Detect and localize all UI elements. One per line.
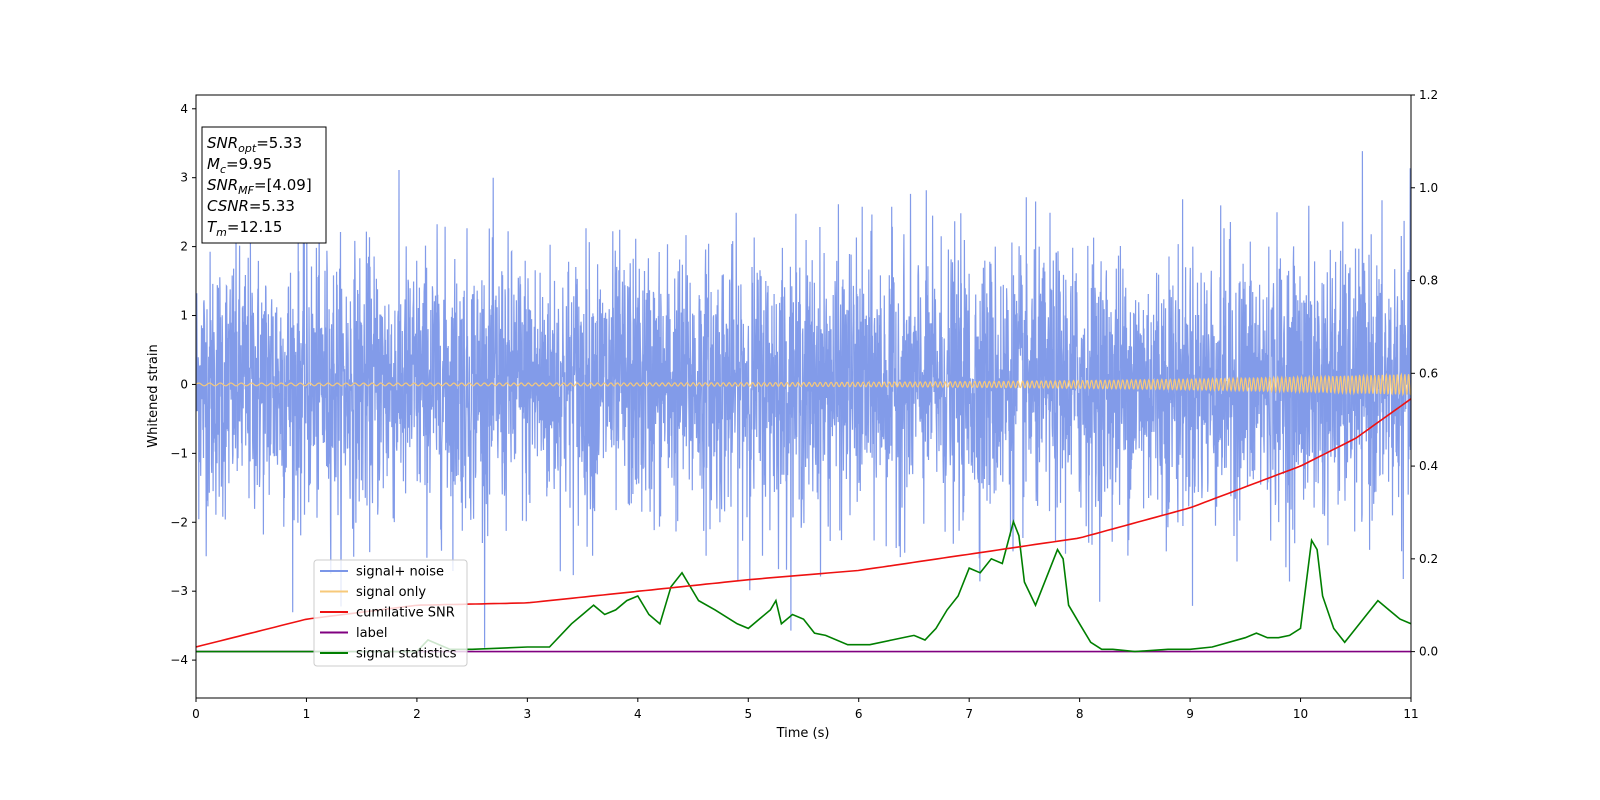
legend: signal+ noise signal only cumilative SNR la… [313,559,468,667]
y-tick-label: 0 [180,377,188,391]
legend-label: signal statistics [356,647,457,662]
x-tick-label: 9 [1186,707,1194,721]
legend-label: signal only [356,585,426,600]
signal-only-line [196,372,1411,397]
y-tick-label: −4 [170,653,188,667]
y2-tick-label: 0.6 [1419,366,1438,380]
annotation-line: Mc=9.95 [207,155,272,176]
y-tick-label: 1 [180,309,188,323]
y-axis-label: Whitened strain [146,344,161,447]
y-tick-label: −1 [170,446,188,460]
x-tick-label: 2 [413,707,421,721]
y2-tick-label: 0.0 [1419,645,1438,659]
x-tick-label: 8 [1076,707,1084,721]
y-tick-label: 4 [180,102,188,116]
x-tick-label: 6 [855,707,863,721]
y2-axis: 0.0 0.2 0.4 0.6 0.8 1.0 1.2 [1411,88,1438,659]
x-tick-label: 7 [965,707,973,721]
y2-tick-label: 0.2 [1419,552,1438,566]
legend-label: cumilative SNR [356,606,455,621]
y-tick-label: 2 [180,240,188,254]
legend-label: label [356,626,387,641]
annotation-line: Tm=12.15 [207,218,282,239]
y2-tick-label: 1.0 [1419,181,1438,195]
x-tick-label: 0 [192,707,200,721]
annotation-line: CSNR=5.33 [207,197,295,215]
y2-tick-label: 0.8 [1419,274,1438,288]
y-tick-label: 3 [180,171,188,185]
x-tick-label: 11 [1403,707,1418,721]
x-tick-label: 3 [524,707,532,721]
signal-noise-line [196,151,1411,648]
y2-tick-label: 0.4 [1419,459,1438,473]
y-tick-label: −3 [170,584,188,598]
y-axis: −4 −3 −2 −1 0 1 2 3 4 [170,102,196,667]
x-tick-label: 1 [303,707,311,721]
signal-statistics-line [196,519,1411,653]
series-signal-only [196,372,1411,397]
series-signal-noise [196,151,1411,648]
annotation-line: SNRMF=[4.09] [207,176,312,197]
y2-tick-label: 1.2 [1419,88,1438,102]
plot-frame [195,94,1412,699]
x-axis: 0 1 2 3 4 5 6 7 8 9 10 11 [192,698,1419,721]
x-tick-label: 5 [744,707,752,721]
x-axis-label: Time (s) [776,726,830,741]
legend-label: signal+ noise [356,565,444,580]
annotation-line: SNRopt=5.33 [207,134,302,155]
x-tick-label: 10 [1293,707,1308,721]
x-tick-label: 4 [634,707,642,721]
y-tick-label: −2 [170,515,188,529]
